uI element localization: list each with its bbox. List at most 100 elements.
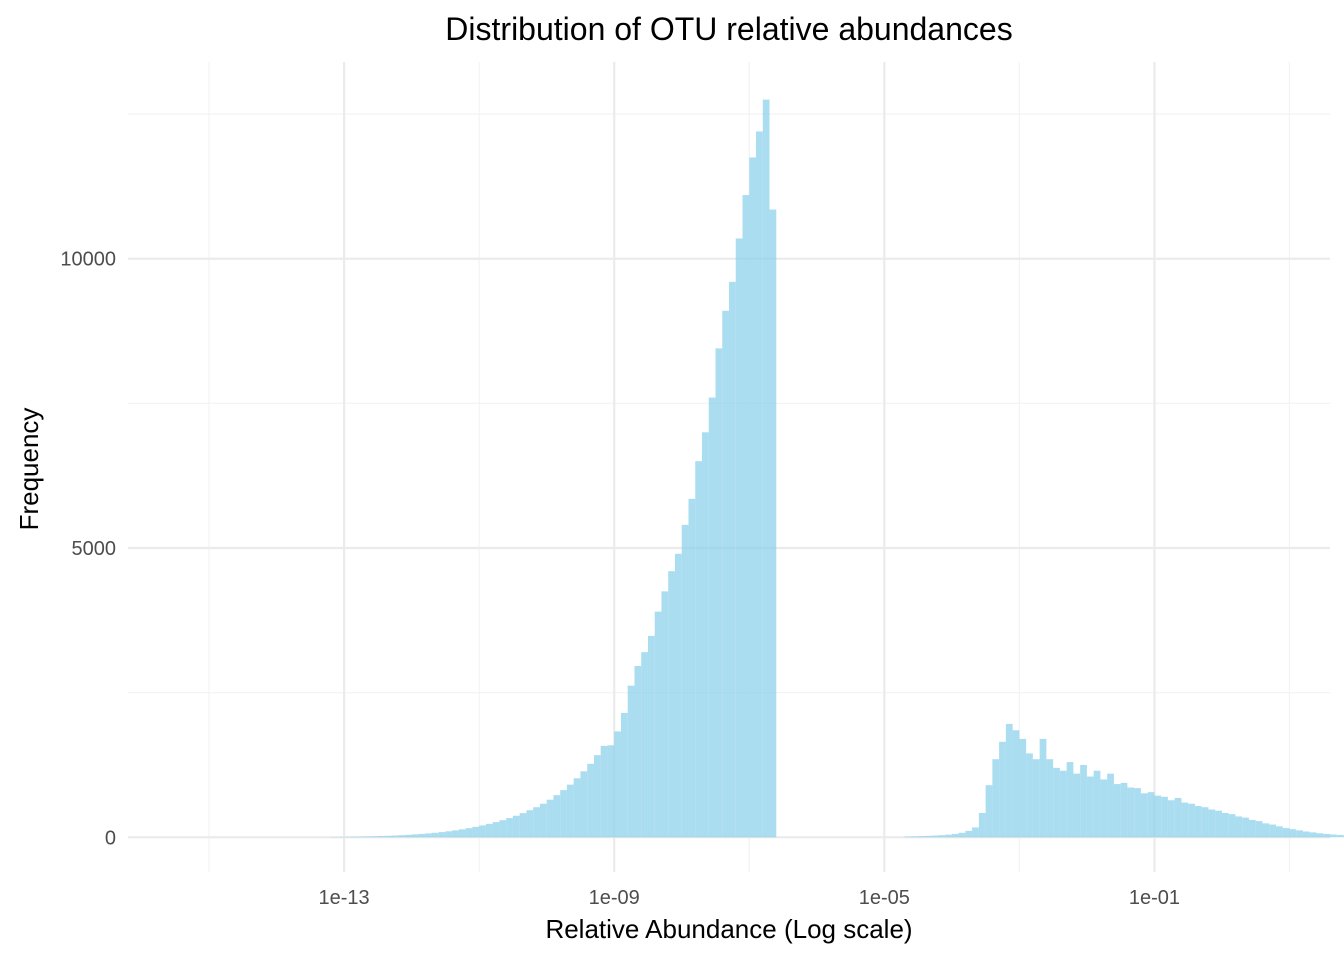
histogram-bar [641,652,648,838]
histogram-bar [958,832,966,838]
histogram-bar [431,832,439,838]
histogram-bar [715,348,723,838]
histogram-bar [411,834,419,838]
histogram-bar [384,835,392,838]
histogram-bar [593,755,601,838]
histogram-bar [931,835,939,838]
histogram-bar [1248,819,1256,838]
histogram-bar [911,836,919,838]
histogram-bar [1140,793,1148,838]
histogram-bar [1066,762,1074,838]
histogram-bar [1073,773,1081,838]
histogram-bar [627,685,635,838]
histogram-bar [1309,832,1317,838]
histogram-bar [1019,738,1027,838]
histogram-bar [600,745,608,838]
y-tick-label: 5000 [72,538,117,560]
histogram-bar [735,238,743,838]
histogram-bar [992,759,1000,838]
histogram-bar [553,795,561,838]
x-tick-label: 1e-05 [859,887,910,909]
histogram-bar [533,807,540,838]
histogram-bar [607,745,615,838]
histogram-bar [1316,833,1324,838]
histogram-bar [1059,770,1067,838]
histogram-bar [654,611,662,838]
histogram-bar [1107,773,1114,838]
histogram-bar [1255,821,1263,838]
histogram-bar [1330,834,1337,838]
histogram-bar [1086,776,1094,838]
histogram-bar [1194,806,1202,838]
histogram-bar [1127,787,1135,838]
histogram-bar [1221,812,1229,838]
histogram-bar [1282,828,1290,838]
histogram-bar [519,813,527,838]
histogram-bar [1336,834,1344,838]
histogram-bar [1242,817,1249,838]
histogram-bar [506,818,513,838]
histogram-bar [445,831,453,838]
histogram-bar [1120,782,1128,838]
histogram-bar [938,835,946,838]
histogram-bar [924,835,932,838]
histogram-bar [404,834,412,838]
histogram-bar [1269,824,1276,838]
histogram-bar [357,836,365,838]
histogram-bar [978,812,986,838]
histogram-bar [1147,792,1155,838]
y-tick-label: 10000 [60,249,116,271]
histogram-bar [762,99,770,838]
x-tick-label: 1e-09 [589,887,640,909]
histogram-bar [458,829,466,838]
y-tick-label: 0 [105,827,116,849]
x-axis-tick-labels: 1e-13 1e-09 1e-05 1e-01 [319,887,1180,909]
histogram-bars [330,99,1344,838]
histogram-bar [674,553,682,838]
histogram-bar [620,712,628,838]
histogram-bar [945,834,952,838]
histogram-bar [546,799,554,838]
histogram-bar [418,833,426,838]
histogram-bar [364,836,372,838]
histogram-bar [1302,831,1310,838]
histogram-bar [965,830,973,838]
histogram-bar [499,820,507,838]
histogram-bar [951,833,959,838]
histogram-bar [1181,802,1189,838]
histogram-bar [729,281,736,838]
histogram-bar [465,828,473,838]
histogram-bar [1215,810,1222,838]
x-tick-label: 1e-01 [1129,887,1180,909]
histogram-bar [999,741,1006,838]
histogram-bar [1262,823,1270,838]
histogram-bar [1188,803,1195,838]
histogram-bar [512,815,520,838]
x-axis-title: Relative Abundance (Log scale) [545,914,912,944]
histogram-bar [472,826,480,838]
histogram-bar [749,157,757,838]
histogram-bar [1296,830,1303,838]
histogram-bar [566,784,574,838]
histogram-bar [1161,796,1168,838]
histogram-bar [688,498,696,838]
histogram-bar [1005,723,1013,838]
histogram-bar [425,833,432,838]
histogram-bar [1012,730,1020,838]
histogram-bar [708,397,716,838]
x-tick-label: 1e-13 [319,887,370,909]
chart-title: Distribution of OTU relative abundances [445,11,1012,47]
histogram-bar [1080,764,1087,838]
histogram-bar [580,771,588,838]
histogram-bar [634,666,642,838]
histogram-bar [756,131,763,838]
histogram-bar [1039,738,1047,838]
histogram-bar [398,835,405,838]
histogram-bar [452,830,459,838]
histogram-bar [485,823,493,838]
histogram-bar [1208,809,1216,838]
histogram-bar [1093,770,1101,838]
histogram-bar [918,836,925,838]
histogram-bar [587,763,594,838]
